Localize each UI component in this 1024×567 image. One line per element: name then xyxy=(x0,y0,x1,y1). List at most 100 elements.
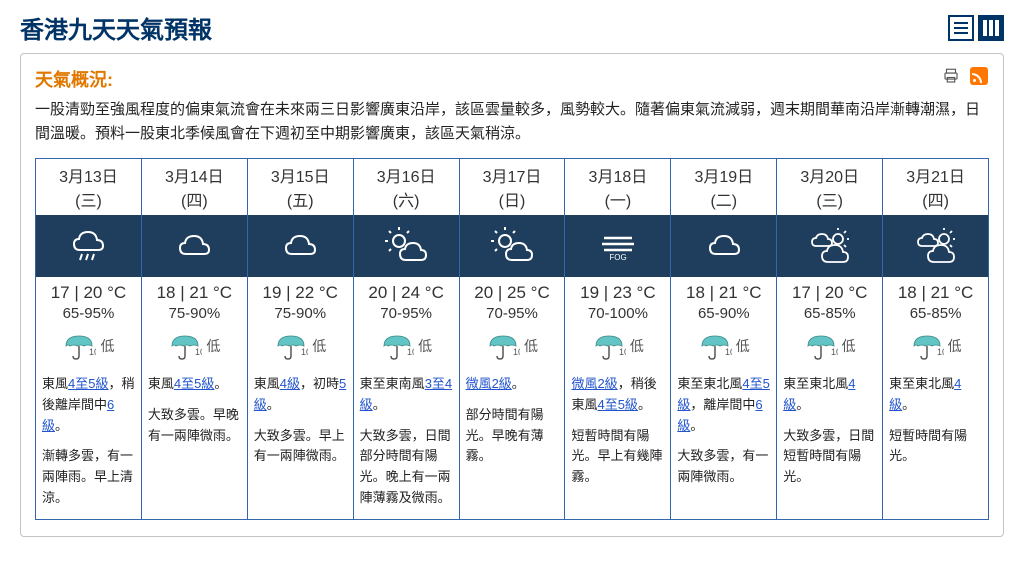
day-date: 3月16日 xyxy=(356,163,457,187)
columns-icon xyxy=(983,20,999,36)
wind-link[interactable]: 4至5級 xyxy=(174,376,214,391)
psr-row: 低 xyxy=(883,328,988,372)
wind-text-part: 東風 xyxy=(254,376,280,391)
page-title: 香港九天天氣預報 xyxy=(20,10,212,45)
psr-row: 低 xyxy=(565,328,670,372)
temperature-range: 18 | 21 °C xyxy=(671,277,776,305)
day-body: 東至東北風4級。 大致多雲，日間短暫時間有陽光。 xyxy=(777,372,882,498)
day-header: 3月18日 (一) xyxy=(565,159,670,215)
day-card: 3月21日 (四) 18 | 21 °C 65-85% 低 東至東北風4級。 短… xyxy=(883,158,989,520)
wind-text-part: 東風 xyxy=(148,376,174,391)
day-body: 微風2級，稍後東風4至5級。 短暫時間有陽光。早上有幾陣霧。 xyxy=(565,372,670,498)
wind-text: 微風2級，稍後東風4至5級。 xyxy=(571,374,664,416)
day-card: 3月14日 (四) 18 | 21 °C 75-90% 低 東風4至5級。 大致… xyxy=(142,158,248,520)
wind-text-part: 。 xyxy=(796,397,809,412)
umbrella-icon xyxy=(380,332,414,360)
day-weekday: (五) xyxy=(250,187,351,211)
day-header: 3月16日 (六) xyxy=(354,159,459,215)
temperature-range: 18 | 21 °C xyxy=(883,277,988,305)
wind-text: 東風4至5級，稍後離岸間中6級。 xyxy=(42,374,135,436)
wind-link[interactable]: 微風2級 xyxy=(571,376,617,391)
day-body: 東至東南風3至4級。 大致多雲，日間部分時間有陽光。晚上有一兩陣薄霧及微雨。 xyxy=(354,372,459,519)
day-date: 3月19日 xyxy=(673,163,774,187)
humidity-range: 65-90% xyxy=(671,305,776,328)
cloud-icon xyxy=(172,224,216,268)
psr-grade: 低 xyxy=(630,336,644,356)
humidity-range: 70-100% xyxy=(565,305,670,328)
umbrella-icon xyxy=(168,332,202,360)
utility-icons xyxy=(941,66,989,86)
umbrella-icon xyxy=(910,332,944,360)
column-view-button[interactable] xyxy=(978,15,1004,41)
temperature-range: 18 | 21 °C xyxy=(142,277,247,305)
weather-icon-slot xyxy=(883,215,988,277)
psr-grade: 低 xyxy=(948,336,962,356)
day-date: 3月15日 xyxy=(250,163,351,187)
day-header: 3月19日 (二) xyxy=(671,159,776,215)
day-weekday: (三) xyxy=(38,187,139,211)
wind-link[interactable]: 4至5級 xyxy=(597,397,637,412)
wind-text-part: ，初時 xyxy=(300,376,339,391)
forecast-text: 部分時間有陽光。早晚有薄霧。 xyxy=(466,405,559,467)
day-weekday: (日) xyxy=(462,187,563,211)
psr-row: 低 xyxy=(671,328,776,372)
wind-link[interactable]: 4至5級 xyxy=(68,376,108,391)
day-weekday: (三) xyxy=(779,187,880,211)
rss-icon xyxy=(970,67,988,85)
psr-row: 低 xyxy=(36,328,141,372)
print-button[interactable] xyxy=(941,66,961,86)
day-weekday: (一) xyxy=(567,187,668,211)
umbrella-icon xyxy=(592,332,626,360)
wind-text-part: 。 xyxy=(373,397,386,412)
wind-text-part: 。 xyxy=(902,397,915,412)
psr-row: 低 xyxy=(354,328,459,372)
day-card: 3月16日 (六) 20 | 24 °C 70-95% 低 東至東南風3至4級。… xyxy=(354,158,460,520)
psr-row: 低 xyxy=(777,328,882,372)
forecast-text: 大致多雲。早上有一兩陣微雨。 xyxy=(254,426,347,468)
wind-text-part: 東至東北風 xyxy=(889,376,954,391)
wind-text: 東風4級，初時5級。 xyxy=(254,374,347,416)
day-card: 3月15日 (五) 19 | 22 °C 75-90% 低 東風4級，初時5級。… xyxy=(248,158,354,520)
wind-text: 東至東北風4級。 xyxy=(783,374,876,416)
list-view-button[interactable] xyxy=(948,15,974,41)
humidity-range: 70-95% xyxy=(354,305,459,328)
wind-text-part: 東風 xyxy=(42,376,68,391)
day-date: 3月21日 xyxy=(885,163,986,187)
weather-icon-slot xyxy=(777,215,882,277)
temperature-range: 17 | 20 °C xyxy=(36,277,141,305)
day-date: 3月20日 xyxy=(779,163,880,187)
overview-label: 天氣概況: xyxy=(35,66,113,92)
wind-text-part: 東至東南風 xyxy=(360,376,425,391)
day-date: 3月18日 xyxy=(567,163,668,187)
forecast-text: 大致多雲，有一兩陣微雨。 xyxy=(677,446,770,488)
wind-link[interactable]: 4級 xyxy=(280,376,300,391)
umbrella-icon xyxy=(62,332,96,360)
wind-link[interactable]: 微風2級 xyxy=(466,376,512,391)
rss-button[interactable] xyxy=(969,66,989,86)
weather-icon-slot xyxy=(565,215,670,277)
wind-text-part: 。 xyxy=(214,376,227,391)
day-weekday: (二) xyxy=(673,187,774,211)
umbrella-icon xyxy=(804,332,838,360)
psr-grade: 低 xyxy=(736,336,750,356)
temperature-range: 17 | 20 °C xyxy=(777,277,882,305)
day-card: 3月20日 (三) 17 | 20 °C 65-85% 低 東至東北風4級。 大… xyxy=(777,158,883,520)
forecast-text: 漸轉多雲，有一兩陣雨。早上清涼。 xyxy=(42,446,135,508)
psr-grade: 低 xyxy=(418,336,432,356)
header: 香港九天天氣預報 xyxy=(20,10,1004,53)
psr-grade: 低 xyxy=(100,336,114,356)
psr-row: 低 xyxy=(248,328,353,372)
humidity-range: 75-90% xyxy=(248,305,353,328)
humidity-range: 75-90% xyxy=(142,305,247,328)
day-body: 東至東北風4級。 短暫時間有陽光。 xyxy=(883,372,988,477)
temperature-range: 19 | 23 °C xyxy=(565,277,670,305)
forecast-grid: 3月13日 (三) 17 | 20 °C 65-95% 低 東風4至5級，稍後離… xyxy=(35,158,989,520)
day-header: 3月13日 (三) xyxy=(36,159,141,215)
day-card: 3月19日 (二) 18 | 21 °C 65-90% 低 東至東北風4至5級，… xyxy=(671,158,777,520)
day-body: 東風4至5級。 大致多雲。早晚有一兩陣微雨。 xyxy=(142,372,247,456)
day-date: 3月14日 xyxy=(144,163,245,187)
cloud-icon xyxy=(702,224,746,268)
psr-row: 低 xyxy=(460,328,565,372)
forecast-text: 短暫時間有陽光。早上有幾陣霧。 xyxy=(571,426,664,488)
wind-text-part: 東至東北風 xyxy=(783,376,848,391)
